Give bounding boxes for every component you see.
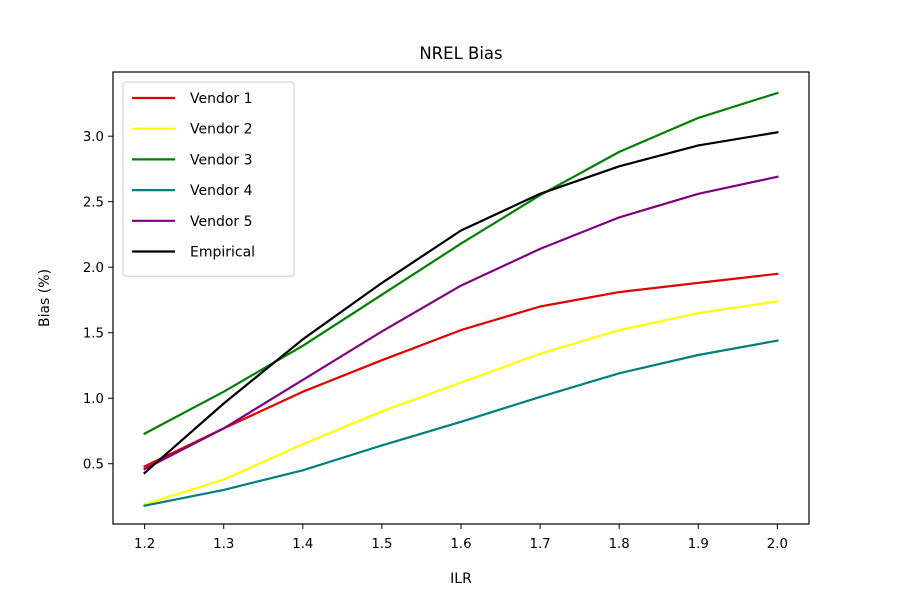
y-tick-label: 2.0 <box>83 261 104 276</box>
series-line-5 <box>143 175 779 471</box>
x-tick-label: 2.0 <box>767 537 788 552</box>
x-tick-label: 1.9 <box>688 537 709 552</box>
series-line-4 <box>143 339 779 507</box>
x-tick-label: 1.6 <box>450 537 471 552</box>
y-tick-label: 3.0 <box>83 130 104 145</box>
y-tick-label: 2.5 <box>83 196 104 211</box>
y-tick-label: 1.0 <box>83 392 104 407</box>
series-line-3 <box>143 91 779 436</box>
x-tick-label: 1.5 <box>371 537 392 552</box>
legend-entry-label: Vendor 5 <box>190 214 253 230</box>
x-tick-label: 1.2 <box>134 537 155 552</box>
legend-entry-label: Vendor 2 <box>190 122 253 138</box>
y-tick-label: 0.5 <box>83 458 104 473</box>
series-line-1 <box>143 272 779 468</box>
legend-entry-label: Empirical <box>190 245 255 261</box>
y-axis-label: Bias (%) <box>37 269 53 327</box>
x-tick-label: 1.8 <box>609 537 630 552</box>
series-layer <box>143 91 779 507</box>
x-tick-label: 1.7 <box>530 537 551 552</box>
x-tick-label: 1.3 <box>213 537 234 552</box>
x-axis: 1.2 1.3 1.4 1.5 1.6 1.7 1.8 1.9 2.0 <box>134 524 788 552</box>
series-line-2 <box>143 300 779 506</box>
legend-entry-label: Vendor 1 <box>190 91 253 107</box>
legend-entry-label: Vendor 4 <box>190 183 253 199</box>
chart-title: NREL Bias <box>419 44 502 63</box>
legend-box <box>122 81 295 277</box>
x-axis-label: ILR <box>450 571 472 587</box>
y-axis: 0.5 1.0 1.5 2.0 2.5 3.0 <box>83 130 113 473</box>
legend-entry-label: Vendor 3 <box>190 152 253 168</box>
x-tick-label: 1.4 <box>292 537 313 552</box>
series-line-6 <box>143 131 779 475</box>
legend: Vendor 1 Vendor 2 Vendor 3 Vendor 4 Vendor 5… <box>122 81 295 277</box>
y-tick-label: 1.5 <box>83 327 104 342</box>
